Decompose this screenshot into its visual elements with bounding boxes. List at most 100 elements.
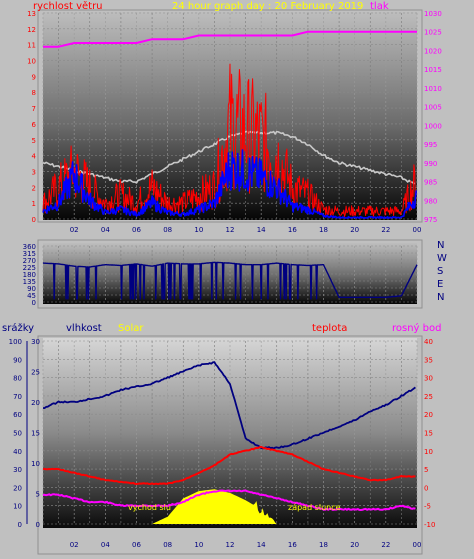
- compass-label: E: [437, 279, 443, 290]
- pressure-tick-label: 990: [424, 160, 437, 168]
- temperature-tick-label: 30: [424, 375, 433, 383]
- x-tick-label-bottom: 20: [350, 541, 359, 549]
- rain-tick-label: 10: [13, 503, 22, 511]
- wind-gust-line: [42, 63, 417, 218]
- pressure-tick-label: 1030: [424, 10, 442, 18]
- temperature-tick-label: 10: [424, 448, 433, 456]
- wind-tick-label: 6: [32, 121, 37, 129]
- humidity-tick-label: 25: [31, 369, 40, 377]
- rain-tick-label: 60: [13, 411, 22, 419]
- direction-tick-label: 360: [23, 243, 36, 251]
- x-tick-label-top: 18: [319, 226, 328, 234]
- temperature-tick-label: 0: [424, 484, 428, 492]
- wind-tick-label: 1: [32, 200, 36, 208]
- chart-title: 24 hour graph day : 20 February 2019: [172, 1, 363, 12]
- x-tick-label-top: 16: [288, 226, 297, 234]
- wind-tick-label: 10: [27, 58, 36, 66]
- wind-tick-label: 4: [32, 153, 37, 161]
- direction-grid: [42, 245, 418, 303]
- direction-tick-label: 225: [23, 264, 36, 272]
- rain-tick-label: 20: [13, 484, 22, 492]
- pressure-line: [43, 30, 417, 48]
- sunrise-annotation: vychod slu: [128, 503, 171, 512]
- x-tick-label-top: 02: [70, 226, 79, 234]
- dew-point-axis-label: rosný bod: [392, 322, 441, 334]
- wind-direction-line: [42, 261, 418, 300]
- direction-tick-label: 45: [27, 292, 36, 300]
- compass-label: N: [437, 292, 444, 303]
- x-tick-label-top: 08: [163, 226, 172, 234]
- x-tick-label-top: 06: [132, 226, 141, 234]
- solar-area: [43, 489, 417, 524]
- axes: 0123456789101112139759809859909951000100…: [9, 10, 447, 549]
- temperature-tick-label: -10: [424, 521, 435, 529]
- solar-legend-label: Solar: [118, 323, 144, 334]
- direction-tick-label: 315: [23, 250, 36, 258]
- humidity-tick-label: 20: [31, 399, 40, 407]
- wind-tick-label: 7: [32, 105, 36, 113]
- pressure-tick-label: 1015: [424, 66, 442, 74]
- sunset-annotation: západ slunce: [288, 503, 341, 512]
- x-tick-label-bottom: 08: [163, 541, 172, 549]
- x-tick-label-bottom: 16: [288, 541, 297, 549]
- pressure-tick-label: 1020: [424, 47, 442, 55]
- temperature-tick-label: 20: [424, 411, 433, 419]
- wind-series: [42, 30, 417, 219]
- rain-tick-label: 0: [18, 521, 22, 529]
- pressure-tick-label: 975: [424, 216, 437, 224]
- wind-tick-label: 11: [27, 42, 36, 50]
- pressure-tick-label: 1000: [424, 122, 442, 130]
- x-tick-label-bottom: 18: [319, 541, 328, 549]
- x-tick-label-top: 12: [226, 226, 235, 234]
- pressure-tick-label: 980: [424, 197, 437, 205]
- wind-tick-label: 0: [32, 216, 36, 224]
- humidity-axis-label: vlhkost: [66, 323, 102, 334]
- temperature-tick-label: 40: [424, 338, 433, 346]
- temperature-tick-label: 25: [424, 393, 433, 401]
- temperature-tick-label: 35: [424, 356, 433, 364]
- temperature-tick-label: 15: [424, 430, 433, 438]
- humidity-tick-label: 30: [31, 338, 40, 346]
- x-tick-label-bottom: 00: [413, 541, 422, 549]
- wind-tick-label: 9: [32, 73, 36, 81]
- wind-tick-label: 8: [32, 89, 36, 97]
- x-tick-label-bottom: 10: [194, 541, 203, 549]
- dew-point-line: [42, 489, 416, 511]
- temperature-tick-label: -5: [424, 503, 431, 511]
- x-tick-label-bottom: 04: [101, 541, 110, 549]
- wind-tick-label: 2: [32, 184, 36, 192]
- pressure-tick-label: 1025: [424, 29, 442, 37]
- compass-label: N: [437, 240, 444, 251]
- wind-tick-label: 13: [27, 10, 36, 18]
- rain-tick-label: 30: [13, 466, 22, 474]
- humidity-tick-label: 5: [36, 491, 40, 499]
- rain-tick-label: 90: [13, 356, 22, 364]
- x-tick-label-top: 20: [350, 226, 359, 234]
- x-tick-label-top: 04: [101, 226, 110, 234]
- x-tick-label-bottom: 02: [70, 541, 79, 549]
- compass-label: W: [437, 253, 447, 264]
- humidity-tick-label: 15: [31, 430, 40, 438]
- humidity-tick-label: 0: [36, 521, 40, 529]
- humidity-line: [42, 361, 416, 450]
- humidity-tick-label: 10: [31, 460, 40, 468]
- rain-axis-label: srážky: [2, 322, 34, 334]
- x-tick-label-top: 22: [381, 226, 390, 234]
- pressure-axis-label: tlak: [370, 1, 389, 12]
- compass-label: S: [437, 266, 443, 277]
- wind-tick-label: 3: [32, 168, 36, 176]
- temperature-overlay-line: [42, 130, 416, 185]
- direction-tick-label: 0: [32, 299, 36, 307]
- pressure-tick-label: 995: [424, 141, 437, 149]
- temperature-axis-label: teplota: [312, 323, 347, 334]
- x-tick-label-bottom: 12: [226, 541, 235, 549]
- direction-tick-label: 270: [23, 257, 36, 265]
- rain-tick-label: 40: [13, 448, 22, 456]
- x-tick-label-top: 10: [194, 226, 203, 234]
- x-tick-label-bottom: 06: [132, 541, 141, 549]
- wind-axis-label: rychlost větru: [33, 0, 103, 12]
- direction-tick-label: 180: [23, 271, 36, 279]
- wind-tick-label: 5: [32, 137, 36, 145]
- wind-average-line: [42, 149, 417, 219]
